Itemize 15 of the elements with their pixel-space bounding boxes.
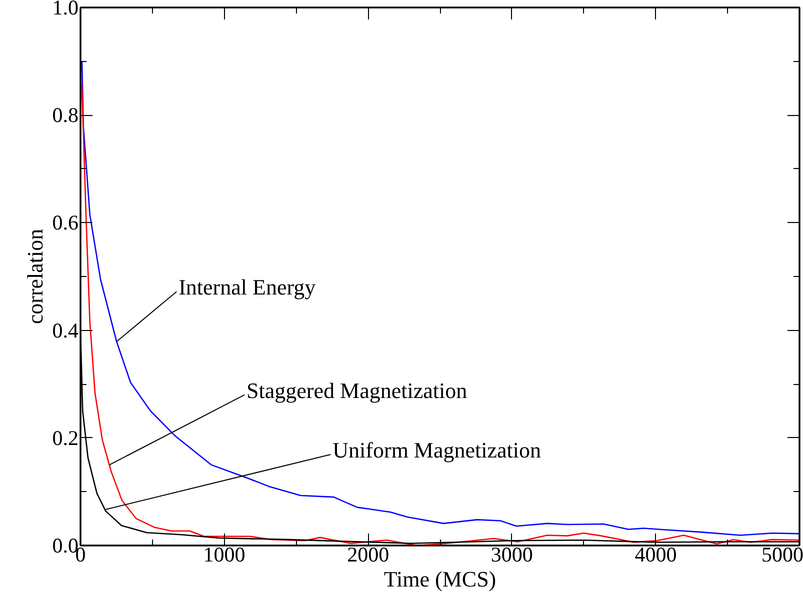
annotation: Internal Energy xyxy=(178,274,316,300)
y-tick-label: 0.6 xyxy=(52,210,78,235)
y-axis-title: correlation xyxy=(22,228,48,324)
x-tick-label: 2000 xyxy=(347,542,390,566)
x-axis-title: Time (MCS) xyxy=(384,566,496,592)
y-tick-label: 0.4 xyxy=(52,318,79,342)
x-tick-label: 3000 xyxy=(490,542,533,566)
y-tick-label: 0.8 xyxy=(52,103,78,128)
x-tick-label: 4000 xyxy=(634,542,677,566)
x-tick-label: 1000 xyxy=(203,542,246,566)
annotation: Uniform Magnetization xyxy=(332,437,542,462)
x-tick-label: 5000 xyxy=(762,542,803,566)
y-tick-label: 0.2 xyxy=(52,426,78,450)
y-tick-label: 1.0 xyxy=(52,0,78,20)
annotation: Staggered Magnetization xyxy=(246,378,468,403)
